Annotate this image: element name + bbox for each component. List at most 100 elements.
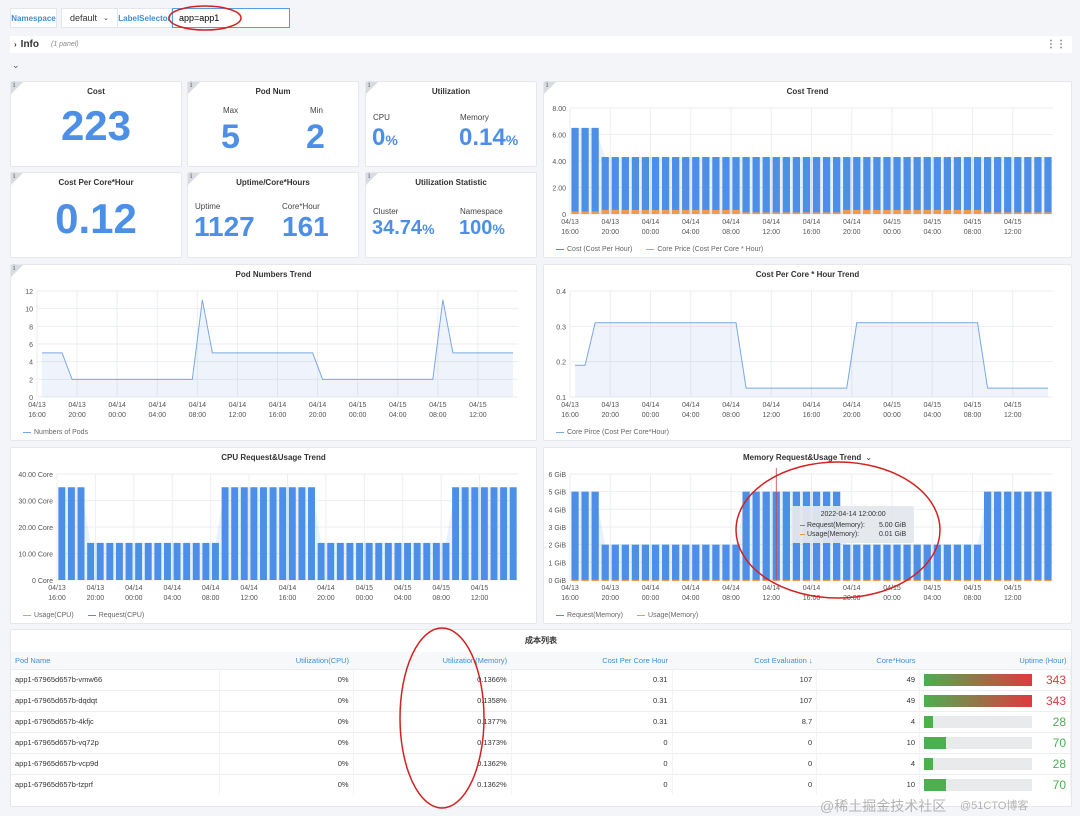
table-row[interactable]: app1-67965d657b-tzprf 0% 0.1362% 0 0 10 70 <box>11 773 1071 795</box>
gauge-value: 343 <box>1045 672 1066 687</box>
bar <box>782 579 790 582</box>
bar <box>742 157 750 214</box>
bar <box>983 491 992 580</box>
x-tick-label: 16:00 <box>803 229 821 236</box>
column-header[interactable]: Uptime (Hour) <box>919 652 1071 669</box>
tooltip-label: Usage(Memory): <box>807 531 860 538</box>
cost-per-core-trend-panel: Cost Per Core * Hour Trend 0.1 0.2 0.3 0.4 04… <box>543 264 1072 441</box>
bar <box>1034 157 1042 214</box>
x-tick-label: 04/15 <box>964 585 982 592</box>
x-tick-label: 04/14 <box>722 402 740 409</box>
y-tick-label: 8 <box>29 324 33 331</box>
y-tick-label: 8.00 <box>552 106 566 113</box>
legend-item[interactable]: Cost (Cost Per Hour) <box>556 245 632 254</box>
legend-item[interactable]: Core Pirce (Cost Per Core*Hour) <box>556 428 669 437</box>
column-header[interactable]: Cost Evaluation ↓ <box>672 652 817 669</box>
legend-label: Cost (Cost Per Hour) <box>567 246 633 253</box>
legend-item[interactable]: Request(CPU) <box>87 611 144 620</box>
bar <box>58 487 66 580</box>
info-icon[interactable]: i <box>368 172 371 180</box>
table-row[interactable]: app1-67965d657b-4kfjc 0% 0.1377% 0.31 8.7 4 28 <box>11 710 1071 732</box>
column-header[interactable]: Core*Hours <box>816 652 920 669</box>
x-tick-label: 20:00 <box>68 412 86 419</box>
bar <box>752 157 760 214</box>
x-tick-label: 04:00 <box>148 412 166 419</box>
info-icon[interactable]: i <box>13 264 16 272</box>
bar <box>812 157 821 214</box>
y-tick-label: 0.4 <box>556 289 566 296</box>
info-icon[interactable]: i <box>546 81 549 89</box>
table-row[interactable]: app1-67965d657b-vcp9d 0% 0.1362% 0 0 4 28 <box>11 752 1071 774</box>
x-tick-label: 04/14 <box>682 402 700 409</box>
x-tick-label: 04/15 <box>883 219 901 226</box>
column-header[interactable]: Pod Name <box>11 652 220 669</box>
collapse-chevron-icon[interactable]: ⌄ <box>12 60 20 70</box>
panel-menu-chevron-icon[interactable]: ⌄ <box>865 453 872 462</box>
bar <box>953 209 962 214</box>
bar <box>983 212 992 214</box>
bar <box>571 579 579 582</box>
bar <box>923 579 931 582</box>
x-tick-label: 08:00 <box>964 412 982 419</box>
info-icon[interactable]: i <box>190 172 193 180</box>
table-row[interactable]: app1-67965d657b-vq72p 0% 0.1373% 0 0 10 70 <box>11 731 1071 753</box>
table-cell: 8.7 <box>672 710 818 732</box>
legend-item[interactable]: Usage(CPU) <box>23 611 74 620</box>
bar <box>661 209 670 214</box>
bar <box>973 209 982 214</box>
bar <box>994 491 1002 580</box>
bar <box>772 157 780 214</box>
bar <box>712 544 720 580</box>
y-tick-label: 5 GiB <box>548 490 566 497</box>
panel-title: Cost Trend <box>786 87 829 96</box>
x-tick-label: 04/15 <box>389 402 407 409</box>
bar <box>336 542 344 580</box>
bar <box>963 157 972 214</box>
info-icon[interactable]: i <box>368 81 371 89</box>
bar <box>732 579 740 582</box>
x-tick-label: 20:00 <box>843 595 861 602</box>
x-tick-label: 16:00 <box>561 229 579 236</box>
x-tick-label: 20:00 <box>843 229 861 236</box>
table-row[interactable]: app1-67965d657b-vmw66 0% 0.1366% 0.31 107 49 3… <box>11 668 1071 690</box>
x-tick-label: 04/15 <box>471 585 489 592</box>
bar <box>692 544 700 580</box>
x-tick-label: 04/14 <box>722 585 740 592</box>
bar <box>994 157 1002 214</box>
bar <box>782 491 790 580</box>
x-tick-label: 04:00 <box>923 595 941 602</box>
cost-panel: i Cost 223 <box>10 81 182 167</box>
column-header[interactable]: Utilization(CPU) <box>219 652 354 669</box>
info-icon[interactable]: i <box>13 172 16 180</box>
x-tick-label: 04/14 <box>682 585 700 592</box>
bar <box>591 211 599 214</box>
bar <box>192 542 200 580</box>
info-icon[interactable]: i <box>190 81 193 89</box>
corehour-value: 161 <box>282 211 329 242</box>
namespace-dropdown[interactable]: default ⌄ <box>61 8 118 28</box>
legend-item[interactable]: Request(Memory) <box>556 611 623 620</box>
legend-item[interactable]: Core Price (Cost Per Core * Hour) <box>646 245 763 254</box>
column-header[interactable]: Cost Per Core Hour <box>511 652 673 669</box>
bar <box>843 209 851 214</box>
table-cell: 0 <box>511 752 673 774</box>
column-header[interactable]: Utilization(Memory) <box>353 652 512 669</box>
uptime-gauge: 28 <box>924 715 1066 729</box>
labelselector-label: LabelSelector <box>117 8 172 28</box>
labelselector-input[interactable] <box>172 8 290 28</box>
bar <box>212 542 219 580</box>
x-tick-label: 04/15 <box>1004 219 1022 226</box>
info-icon[interactable]: i <box>13 81 16 89</box>
legend-item[interactable]: Usage(Memory) <box>637 611 698 620</box>
bar <box>822 579 831 582</box>
cost-value: 223 <box>60 102 132 149</box>
uptime-gauge: 28 <box>924 757 1066 771</box>
bar <box>1034 212 1042 214</box>
info-row[interactable]: › Info (1 panel) ⋮⋮ <box>10 36 1072 53</box>
legend-item[interactable]: Numbers of Pods <box>23 428 88 437</box>
drag-handle-icon[interactable]: ⋮⋮ <box>1046 39 1066 50</box>
table-row[interactable]: app1-67965d657b-dqdqt 0% 0.1358% 0.31 107 49 3… <box>11 689 1071 711</box>
bar <box>913 579 921 582</box>
bar <box>903 544 911 580</box>
bar <box>732 209 740 214</box>
